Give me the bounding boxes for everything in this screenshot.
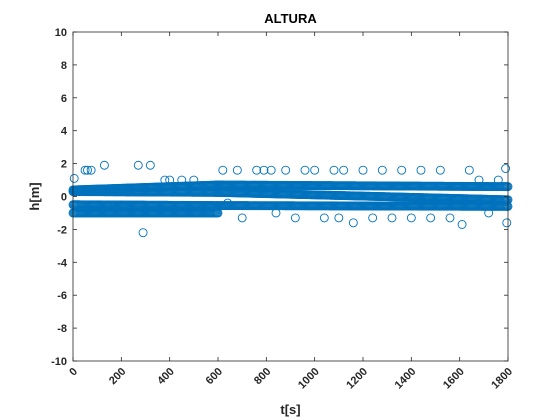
scatter-point <box>387 213 397 223</box>
scatter-point <box>189 175 199 185</box>
scatter-point <box>457 220 467 229</box>
scatter-point <box>86 165 96 175</box>
scatter-point <box>165 175 175 185</box>
scatter-markers <box>68 160 513 238</box>
y-ticks: -10 -8 -6 -4 -2 0 2 4 6 8 10 <box>51 27 508 368</box>
scatter-point <box>502 218 512 228</box>
scatter-point <box>334 213 344 223</box>
scatter-point <box>281 165 291 175</box>
y-tick-label: -4 <box>57 257 68 269</box>
scatter-point <box>160 175 170 185</box>
scatter-point <box>300 165 310 175</box>
plot-area: 0 200 400 600 800 1000 1200 1400 1600 1800 -10-8-… <box>51 27 515 391</box>
scatter-point <box>80 165 90 175</box>
scatter-point <box>426 213 436 223</box>
scatter-point <box>445 213 455 223</box>
y-tick-label: -10 <box>51 356 67 368</box>
scatter-point <box>501 164 511 173</box>
scatter-point <box>223 198 233 208</box>
scatter-point <box>377 165 387 175</box>
scatter-point <box>406 213 416 223</box>
scatter-point <box>69 173 79 183</box>
scatter-point <box>290 213 300 223</box>
scatter-point <box>213 208 223 218</box>
scatter-point <box>102 201 112 211</box>
scatter-point <box>266 165 276 175</box>
scatter-point <box>484 208 494 218</box>
scatter-point <box>177 175 187 185</box>
y-tick-label: 6 <box>61 93 67 105</box>
scatter-point <box>416 165 426 175</box>
scatter-point <box>368 213 378 223</box>
scatter-point <box>133 160 143 170</box>
scatter-point <box>493 175 503 185</box>
chart-title: ALTURA <box>264 11 317 26</box>
y-axis-label: h[m] <box>27 182 42 210</box>
scatter-point <box>474 175 484 185</box>
scatter-point <box>358 165 368 175</box>
scatter-point <box>464 165 474 175</box>
scatter-point <box>319 213 329 223</box>
scatter-point <box>259 165 269 175</box>
scatter-point <box>348 218 358 228</box>
scatter-point <box>252 165 262 175</box>
scatter-point <box>83 165 92 175</box>
y-tick-label: 4 <box>61 126 68 138</box>
scatter-point <box>339 165 349 175</box>
y-tick-label: 2 <box>61 159 67 171</box>
y-tick-label: 10 <box>55 27 67 39</box>
scatter-point <box>501 196 511 206</box>
scatter-point <box>232 165 242 175</box>
scatter-point <box>138 228 148 238</box>
y-tick-label: -8 <box>57 323 67 335</box>
y-tick-label: 8 <box>61 60 67 72</box>
scatter-point <box>237 213 247 223</box>
scatter-point <box>435 165 445 175</box>
y-tick-label: -2 <box>57 224 67 236</box>
scatter-point <box>218 165 228 175</box>
scatter-point <box>145 160 155 170</box>
scatter-point <box>99 160 109 170</box>
scatter-point <box>329 165 339 175</box>
scatter-point <box>271 208 281 218</box>
y-tick-label: 0 <box>61 192 67 204</box>
x-axis-label: t[s] <box>280 402 300 417</box>
scatter-point <box>397 165 407 175</box>
scatter-point <box>310 165 320 175</box>
y-tick-label: -6 <box>57 290 67 302</box>
